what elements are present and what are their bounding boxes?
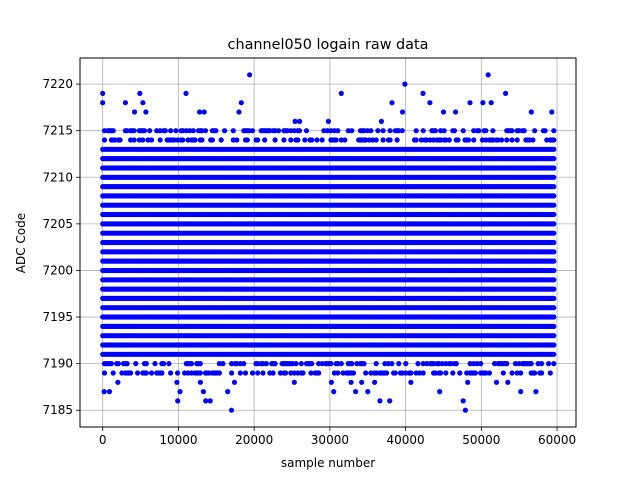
data-points [100,72,557,413]
data-point [551,267,557,274]
data-point [551,286,557,292]
data-point [551,258,557,264]
data-point [551,342,557,348]
data-point [551,184,557,190]
chart-title: channel050 logain raw data [228,37,429,53]
data-point [551,202,557,208]
data-point [551,230,557,236]
data-point [551,314,557,320]
data-point [551,295,557,301]
data-point [551,333,557,339]
data-point [551,351,557,357]
data-point [551,305,557,311]
data-point [551,193,557,199]
data-point [551,249,557,255]
data-point [551,239,557,246]
data-point [551,211,557,218]
data-point [551,323,557,329]
data-point [551,277,557,283]
data-point [551,221,557,227]
